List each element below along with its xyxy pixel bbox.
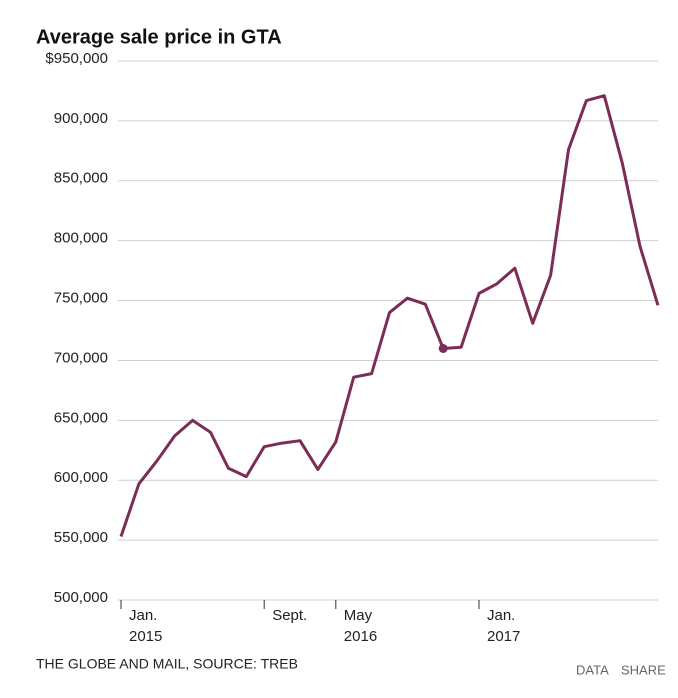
y-tick-label: $950,000 (45, 50, 108, 67)
y-tick-label: 750,000 (54, 290, 108, 307)
y-tick-label: 550,000 (54, 529, 108, 546)
y-tick-label: 600,000 (54, 469, 108, 486)
y-tick-label: 650,000 (54, 409, 108, 426)
y-tick-label: 800,000 (54, 230, 108, 247)
source: THE GLOBE AND MAIL, SOURCE: TREB (36, 656, 298, 672)
x-tick-label: May 2016 (344, 607, 377, 645)
highlight-point (438, 343, 448, 353)
series-line (119, 94, 660, 538)
x-tick-label: Sept. (272, 607, 307, 624)
x-tick-label: Jan. 2017 (487, 607, 520, 645)
y-tick-label: 850,000 (54, 170, 108, 187)
share-button[interactable]: SHARE (621, 662, 666, 677)
y-tick-label: 700,000 (54, 349, 108, 366)
data-button[interactable]: DATA (576, 662, 609, 677)
chart-title: Average sale price in GTA (36, 26, 282, 48)
y-tick-label: 500,000 (54, 589, 108, 606)
y-tick-label: 900,000 (54, 110, 108, 127)
x-tick-label: Jan. 2015 (129, 607, 162, 645)
